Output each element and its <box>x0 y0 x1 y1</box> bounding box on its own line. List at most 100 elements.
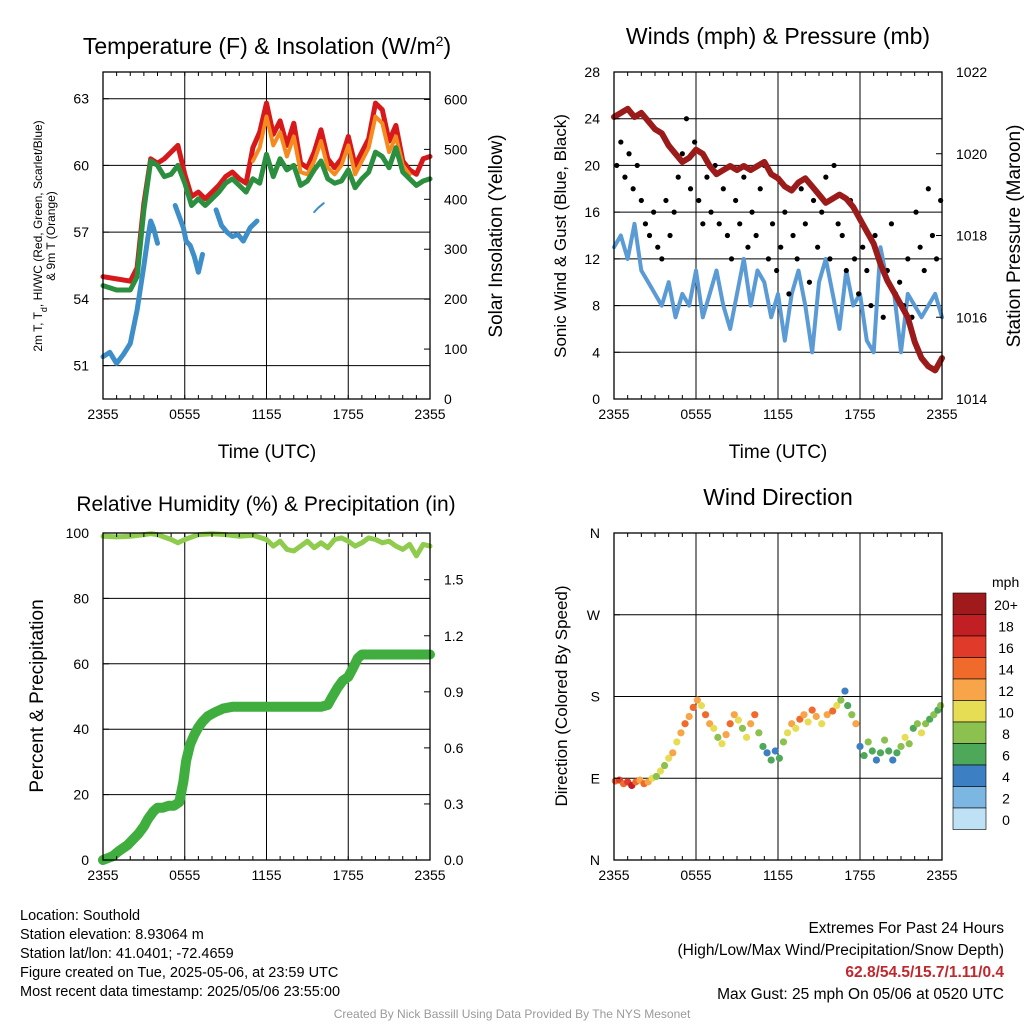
direction-point <box>710 724 718 732</box>
gust-point <box>917 244 923 250</box>
gust-point <box>823 174 829 180</box>
colorbar-label: 20+ <box>994 597 1018 613</box>
gust-point <box>724 232 731 239</box>
gust-point <box>663 197 669 204</box>
gust-point <box>733 197 739 204</box>
colorbar-title: mph <box>992 574 1019 590</box>
y-tick-label: N <box>590 852 600 868</box>
x-tick-label: 1155 <box>251 406 281 422</box>
wind-pressure-grid <box>613 71 943 400</box>
wind-direction-panel: Wind Direction 2355 0555 1155 1755 2355NESWN… <box>552 484 1019 883</box>
gust-point <box>843 267 849 274</box>
temperature-panel: Temperature (F) & Insolation (W/m2) 2355… <box>31 33 507 463</box>
direction-point <box>901 733 909 741</box>
y-tick-label: N <box>590 525 600 541</box>
y2-tick-label: 0.0 <box>444 852 464 868</box>
direction-point <box>841 687 849 695</box>
series-line <box>250 114 412 177</box>
direction-point <box>905 740 913 748</box>
direction-point <box>673 738 681 746</box>
y-tick-label: 0 <box>592 391 600 407</box>
gust-point <box>757 186 763 192</box>
x-tick-label: 2355 <box>598 867 629 883</box>
direction-grid <box>613 532 943 861</box>
direction-point <box>718 740 726 748</box>
plot-frame <box>102 71 431 400</box>
direction-point <box>852 720 860 728</box>
x-tick-label: 1155 <box>251 867 281 883</box>
direction-point <box>885 747 893 755</box>
gust-point <box>655 244 661 250</box>
wind-xlabel: Time (UTC) <box>729 442 828 463</box>
created-text: Figure created on Tue, 2025-05-06, at 23… <box>20 965 339 981</box>
series-line <box>611 105 945 374</box>
x-tick-label: 2355 <box>926 406 957 422</box>
colorbar-label: 18 <box>998 619 1014 635</box>
colorbar-swatch <box>952 786 987 809</box>
direction-point <box>677 729 685 737</box>
pressure-ylabel: Station Pressure (Maroon) <box>1004 125 1024 348</box>
gust-point <box>774 267 780 274</box>
gust-point <box>806 279 813 285</box>
y2-tick-label: 1020 <box>956 146 987 162</box>
gust-point <box>642 221 649 227</box>
temperature-ylabel: 2m T, Td, HI/WC (Red, Green, Scarlet/Blu… <box>31 120 58 351</box>
direction-point <box>837 696 845 704</box>
humidity-precip-panel: Relative Humidity (%) & Precipitation (i… <box>27 493 464 883</box>
x-tick-label: 0555 <box>680 867 711 883</box>
x-tick-label: 2355 <box>87 406 118 422</box>
location-text: Location: Southold <box>20 908 141 924</box>
colorbar-swatch <box>952 614 987 637</box>
colorbar-label: 16 <box>998 640 1014 656</box>
direction-point <box>747 720 755 728</box>
gust-point <box>704 174 710 180</box>
x-tick-label: 1155 <box>763 406 793 422</box>
gust-point <box>856 291 862 297</box>
y-tick-label: W <box>587 607 601 623</box>
colorbar-swatch <box>952 657 987 680</box>
direction-point <box>738 724 747 732</box>
y-tick-label: 4 <box>592 344 600 360</box>
gust-point <box>929 232 936 239</box>
y2-tick-label: 0.9 <box>444 684 464 700</box>
wind-pressure-axes: 2355 0555 1155 1755 235504812162024281014101… <box>584 64 987 422</box>
gust-point <box>667 232 673 239</box>
direction-point <box>889 756 897 764</box>
direction-point <box>881 736 889 744</box>
y2-tick-label: 0 <box>444 391 452 407</box>
y-tick-label: 60 <box>73 656 89 672</box>
gust-point <box>720 186 726 192</box>
gust-point <box>659 256 665 262</box>
gust-point <box>819 209 825 215</box>
x-tick-label: 1755 <box>844 867 875 883</box>
gust-point <box>790 232 796 239</box>
gust-point <box>835 221 841 227</box>
x-tick-label: 0555 <box>680 406 711 422</box>
gust-point <box>786 291 792 297</box>
direction-point <box>800 711 808 719</box>
svg-text:& 9m T (Orange): & 9m T (Orange) <box>44 191 58 281</box>
y-tick-label: 57 <box>73 224 89 240</box>
y2-tick-label: 400 <box>444 191 468 207</box>
colorbar-label: 14 <box>998 662 1014 678</box>
gust-point <box>802 221 808 227</box>
series-line <box>172 203 205 275</box>
svg-text:2m T, Td, HI/WC (Red, Green, S: 2m T, Td, HI/WC (Red, Green, Scarlet/Blu… <box>31 120 49 351</box>
y-tick-label: 60 <box>73 157 89 173</box>
x-tick-label: 2355 <box>414 867 445 883</box>
gust-point <box>798 186 804 192</box>
x-tick-label: 2355 <box>414 406 445 422</box>
direction-point <box>726 720 734 728</box>
colorbar-swatch <box>952 635 987 658</box>
gust-point <box>925 186 931 192</box>
humidity-title: Relative Humidity (%) & Precipitation (i… <box>76 493 455 516</box>
y2-tick-label: 1022 <box>956 64 987 80</box>
y2-tick-label: 1018 <box>956 228 987 244</box>
x-tick-label: 2355 <box>87 867 118 883</box>
direction-point <box>693 696 701 704</box>
humidity-plot <box>98 531 435 865</box>
y-tick-label: 12 <box>584 251 600 267</box>
credit-text: Created By Nick Bassill Using Data Provi… <box>333 1007 691 1021</box>
gust-point <box>622 174 628 180</box>
gust-point <box>749 209 755 215</box>
